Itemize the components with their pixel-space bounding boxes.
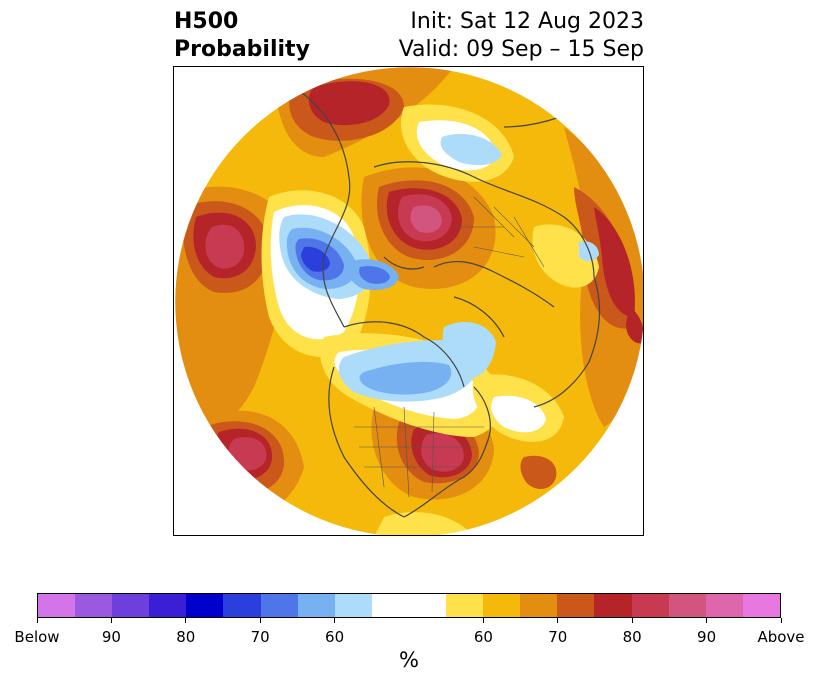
colorbar-segment <box>408 594 447 617</box>
eastus-core <box>421 433 464 472</box>
colorbar-segment <box>668 594 706 617</box>
colorbar-segment <box>594 594 632 617</box>
colorbar-segment <box>520 594 558 617</box>
colorbar-tick-mark <box>36 618 38 623</box>
colorbar-segment <box>149 594 187 617</box>
colorbar-tick-label: 90 <box>697 628 717 646</box>
init-date: Init: Sat 12 Aug 2023 <box>410 9 644 34</box>
colorbar <box>37 593 781 618</box>
coastlines <box>293 86 620 518</box>
white-zone-4 <box>491 395 546 433</box>
below-canada-mid <box>359 361 452 395</box>
colorbar-tick-label: Above <box>757 628 805 646</box>
colorbar-tick-label: 60 <box>473 628 493 646</box>
colorbar-tick-mark <box>259 618 261 623</box>
colorbar-segment <box>446 594 484 617</box>
valid-period: Valid: 09 Sep – 15 Sep <box>398 37 644 62</box>
colorbar-tick-mark <box>482 618 484 623</box>
yellow-zone-6 <box>374 512 474 535</box>
colorbar-segment <box>112 594 150 617</box>
north-red <box>308 81 390 126</box>
map-dates: Init: Sat 12 Aug 2023 Valid: 09 Sep – 15… <box>399 8 644 64</box>
east-edge-red <box>626 307 643 344</box>
east-red <box>594 207 635 317</box>
colorbar-segment <box>705 594 743 617</box>
colorbar-tick-mark <box>334 618 336 623</box>
colorbar-segment <box>334 594 372 617</box>
borders <box>354 196 545 498</box>
siberia-max <box>410 205 442 233</box>
colorbar-tick-label: Below <box>14 628 60 646</box>
colorbar-tick-mark <box>557 618 559 623</box>
colorbar-segment <box>38 594 76 617</box>
below-hudson-deep <box>359 266 390 284</box>
colorbar-tick-label: 60 <box>325 628 345 646</box>
colorbar-segment <box>75 594 113 617</box>
colorbar-tick-mark <box>110 618 112 623</box>
colorbar-tick-mark <box>780 618 782 623</box>
colorbar-tick-mark <box>631 618 633 623</box>
colorbar-tick-label: 80 <box>176 628 196 646</box>
below-siberia-light <box>440 133 502 166</box>
title-variable: H500 <box>174 9 239 34</box>
colorbar-tick-label: 80 <box>622 628 642 646</box>
atlantic-rust <box>520 455 557 489</box>
colorbar-unit: % <box>399 648 419 672</box>
colorbar-segment <box>371 594 409 617</box>
colorbar-segment <box>260 594 298 617</box>
colorbar-segment <box>557 594 595 617</box>
polar-map <box>174 67 643 535</box>
colorbar-segment <box>297 594 335 617</box>
colorbar-segment <box>631 594 669 617</box>
colorbar-segment <box>223 594 261 617</box>
map-panel <box>173 66 644 536</box>
below-baffin-light <box>442 322 496 378</box>
colorbar-tick-label: 90 <box>101 628 121 646</box>
colorbar-tick-mark <box>706 618 708 623</box>
colorbar-tick-mark <box>185 618 187 623</box>
colorbar-segment <box>742 594 780 617</box>
pacific-core <box>205 224 245 269</box>
map-title: H500 Probability <box>174 8 310 64</box>
colorbar-segment <box>186 594 224 617</box>
colorbar-tick-label: 70 <box>250 628 270 646</box>
colorbar-segment <box>483 594 521 617</box>
title-product: Probability <box>174 37 310 62</box>
colorbar-tick-label: 70 <box>548 628 568 646</box>
yellow-zone-5 <box>532 224 599 288</box>
